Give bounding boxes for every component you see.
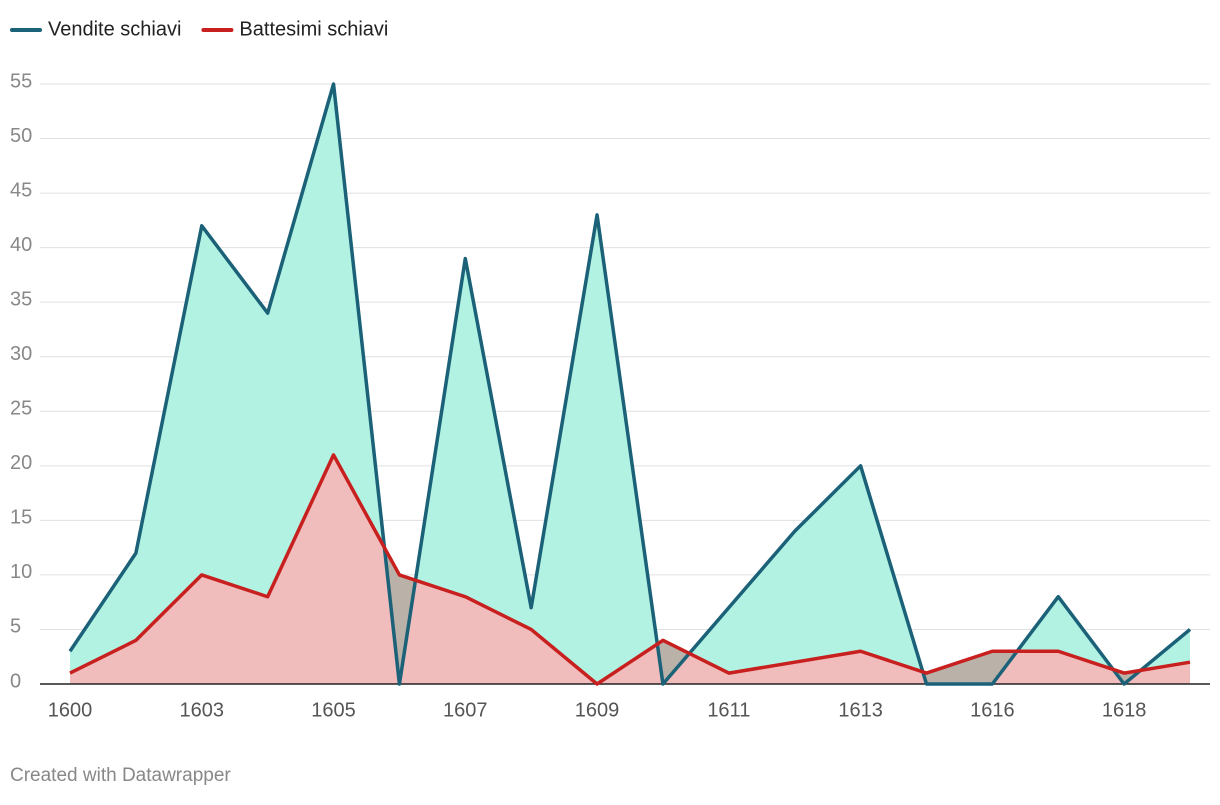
x-tick-label: 1613	[838, 699, 883, 721]
y-tick-label: 45	[10, 179, 32, 201]
y-tick-label: 50	[10, 125, 32, 147]
x-tick-label: 1611	[707, 699, 750, 721]
x-tick-label: 1603	[180, 699, 225, 721]
y-tick-label: 40	[10, 234, 32, 256]
line	[68, 82, 1192, 686]
y-tick-label: 35	[10, 288, 32, 310]
x-tick-label: 1618	[1102, 699, 1147, 721]
y-tick-label: 30	[10, 343, 32, 365]
y-tick-label: 0	[10, 670, 21, 692]
y-tick-label: 20	[10, 452, 32, 474]
legend-label: Battesimi schiavi	[239, 18, 388, 40]
y-tick-label: 15	[10, 507, 32, 529]
y-tick-label: 10	[10, 561, 32, 583]
legend-label: Vendite schiavi	[48, 18, 181, 40]
y-tick-label: 5	[10, 616, 21, 638]
x-tick-label: 1609	[575, 699, 620, 721]
x-tick-label: 1616	[970, 699, 1015, 721]
line	[69, 453, 1191, 686]
x-tick-label: 1600	[48, 699, 93, 721]
x-tick-label: 1605	[311, 699, 356, 721]
footer: Created with Datawrapper	[10, 765, 231, 786]
x-tick-label: 1607	[443, 699, 488, 721]
area	[70, 454, 1190, 684]
y-tick-label: 25	[10, 398, 32, 420]
y-tick-label: 55	[10, 70, 32, 92]
